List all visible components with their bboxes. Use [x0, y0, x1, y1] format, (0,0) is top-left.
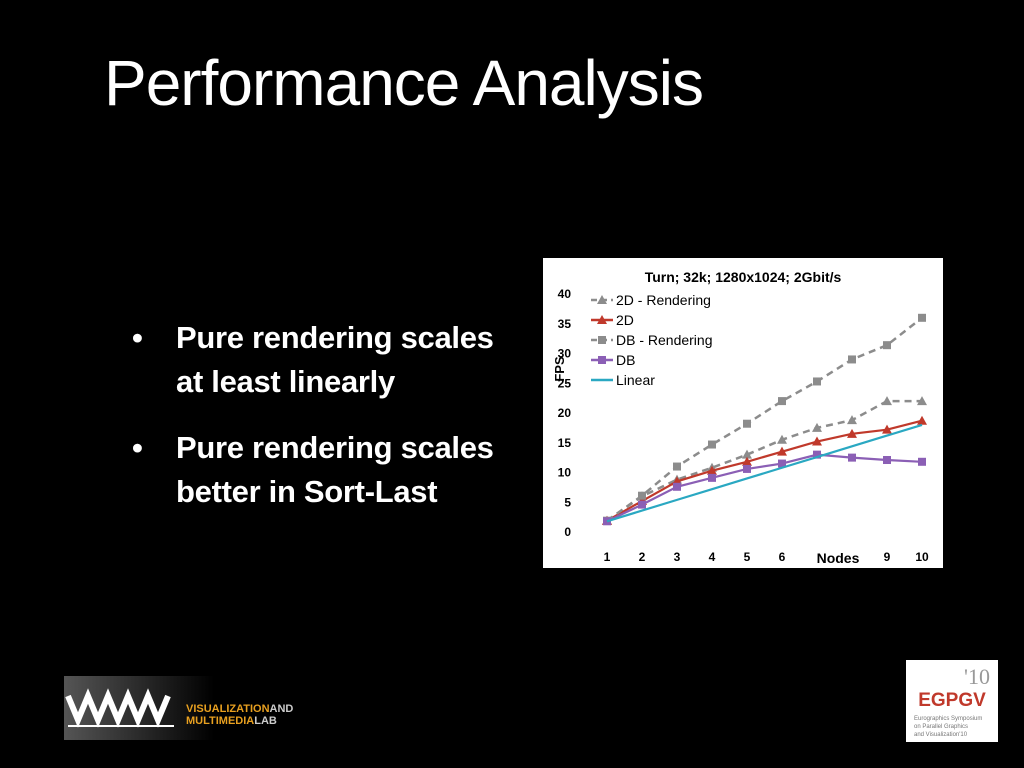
data-point-triangle [847, 415, 857, 425]
legend-label: 2D - Rendering [616, 292, 711, 308]
data-point-triangle [882, 396, 892, 406]
bullet-line: Pure rendering scales [176, 430, 494, 465]
data-point-triangle [917, 396, 927, 406]
data-point-triangle [742, 456, 752, 466]
egpgv-year: '10 [964, 664, 990, 689]
bullet-item: • Pure rendering scales at least linearl… [130, 316, 540, 404]
x-tick-label: 5 [744, 550, 751, 564]
data-point-square [603, 517, 611, 526]
data-point-triangle [777, 434, 787, 444]
legend-label: DB - Rendering [616, 332, 713, 348]
data-point-square [883, 341, 891, 350]
legend-swatch-marker [598, 356, 606, 364]
data-point-square [918, 313, 926, 322]
chart-title: Turn; 32k; 1280x1024; 2Gbit/s [645, 269, 842, 285]
legend-swatch-marker [597, 315, 607, 324]
y-tick-label: 0 [564, 525, 571, 539]
legend-label: 2D [616, 312, 634, 328]
vml-lab-logo: VISUALIZATIONAND MULTIMEDIALAB [64, 676, 293, 740]
data-point-square [743, 419, 751, 428]
y-tick-label: 5 [564, 495, 571, 509]
y-tick-label: 35 [558, 317, 572, 331]
x-tick-label: 4 [709, 550, 716, 564]
egpgv-subtitle: Eurographics Symposium [914, 716, 982, 722]
data-point-square [638, 500, 646, 509]
data-point-square [813, 450, 821, 459]
data-point-triangle [882, 424, 892, 434]
svg-text:MULTIMEDIALAB: MULTIMEDIALAB [186, 715, 277, 727]
y-tick-label: 20 [558, 406, 572, 420]
bullet-list: • Pure rendering scales at least linearl… [130, 316, 540, 536]
x-tick-label: 6 [779, 550, 786, 564]
data-point-triangle [847, 428, 857, 438]
y-tick-label: 40 [558, 287, 572, 301]
svg-text:VISUALIZATIONAND: VISUALIZATIONAND [186, 703, 293, 715]
y-axis-label: FPS [552, 356, 567, 382]
x-tick-label: 1 [604, 550, 611, 564]
bullet-line: better in Sort-Last [176, 474, 438, 509]
egpgv-subtitle: and Visualization'10 [914, 732, 968, 738]
y-tick-label: 10 [558, 466, 572, 480]
data-point-square [778, 397, 786, 406]
series-line [606, 419, 923, 522]
data-point-square [778, 459, 786, 468]
bullet-item: • Pure rendering scales better in Sort-L… [130, 426, 540, 514]
x-tick-label: 2 [639, 550, 646, 564]
series-line [606, 316, 923, 522]
data-point-triangle [707, 465, 717, 475]
series-line [606, 423, 923, 523]
data-point-square [848, 355, 856, 364]
data-point-square [813, 377, 821, 386]
y-tick-label: 30 [558, 347, 572, 361]
series-line [606, 399, 922, 522]
data-point-square [918, 457, 926, 466]
egpgv-logo: '10 EGPGV Eurographics Symposium on Para… [906, 660, 998, 742]
egpgv-subtitle: on Parallel Graphics [914, 724, 968, 730]
lab-name-text: MULTIMEDIA [186, 715, 254, 727]
x-tick-label: 9 [884, 550, 891, 564]
egpgv-name: EGPGV [918, 690, 986, 711]
x-tick-label: 3 [674, 550, 681, 564]
lab-name-text: VISUALIZATION [186, 703, 270, 715]
legend-swatch-marker [597, 295, 607, 304]
data-point-square [708, 473, 716, 482]
legend-swatch-marker [598, 336, 606, 344]
data-point-square [673, 482, 681, 491]
legend-label: DB [616, 352, 635, 368]
data-point-triangle [777, 446, 787, 456]
bullet-dot: • [132, 430, 143, 465]
bullet-dot: • [132, 320, 143, 355]
lab-name-text: AND [270, 703, 294, 715]
data-point-square [848, 453, 856, 462]
fps-line-chart: Turn; 32k; 1280x1024; 2Gbit/s05101520253… [552, 269, 929, 566]
y-tick-label: 15 [558, 436, 572, 450]
data-point-square [743, 464, 751, 473]
data-point-triangle [917, 415, 927, 425]
data-point-square [673, 462, 681, 471]
lab-name-text: LAB [254, 715, 277, 727]
x-tick-label: 10 [915, 550, 929, 564]
data-point-square [708, 440, 716, 449]
y-tick-label: 25 [558, 376, 572, 390]
slide-title: Performance Analysis [104, 47, 704, 119]
x-axis-label: Nodes [817, 550, 860, 566]
bullet-line: at least linearly [176, 364, 395, 399]
data-point-triangle [812, 422, 822, 432]
bullet-line: Pure rendering scales [176, 320, 494, 355]
data-point-square [883, 456, 891, 465]
data-point-triangle [812, 436, 822, 446]
legend-label: Linear [616, 372, 655, 388]
data-point-triangle [742, 449, 752, 459]
chart-panel: Turn; 32k; 1280x1024; 2Gbit/s 0 5 10 15 20 25 3… [543, 258, 943, 568]
data-point-square [638, 491, 646, 500]
series-line [606, 453, 923, 523]
